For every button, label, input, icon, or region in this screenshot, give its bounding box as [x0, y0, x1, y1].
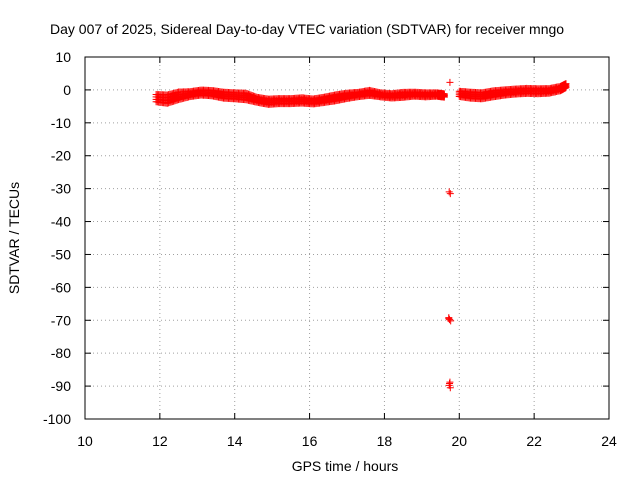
outlier-point — [446, 379, 454, 387]
y-tick-label: -80 — [51, 345, 71, 361]
outlier-point — [445, 315, 453, 323]
y-tick-label: 10 — [55, 49, 71, 65]
x-tick-label: 10 — [77, 433, 93, 449]
x-tick-label: 16 — [302, 433, 318, 449]
y-tick-label: -90 — [51, 378, 71, 394]
x-tick-label: 20 — [451, 433, 467, 449]
x-tick-label: 18 — [377, 433, 393, 449]
x-tick-labels: 10 12 14 16 18 20 22 24 — [77, 433, 617, 449]
outlier-point — [445, 188, 453, 196]
y-tick-label: -40 — [51, 214, 71, 230]
grid-lines — [85, 57, 609, 419]
y-tick-label: -70 — [51, 312, 71, 328]
outlier-point — [446, 78, 454, 86]
y-tick-label: 0 — [63, 82, 71, 98]
data-point — [440, 90, 448, 98]
data-point — [562, 80, 570, 88]
y-tick-label: -100 — [43, 411, 71, 427]
y-axis-label: SDTVAR / TECUs — [6, 182, 22, 294]
y-tick-label: -10 — [51, 115, 71, 131]
y-tick-label: -20 — [51, 148, 71, 164]
outlier-point — [446, 384, 454, 392]
axis-ticks — [84, 56, 610, 420]
x-axis-label: GPS time / hours — [292, 458, 399, 474]
y-tick-label: -30 — [51, 181, 71, 197]
y-tick-label: -60 — [51, 279, 71, 295]
outlier-point — [446, 190, 454, 198]
chart-title: Day 007 of 2025, Sidereal Day-to-day VTE… — [50, 21, 564, 37]
x-tick-label: 22 — [526, 433, 542, 449]
x-tick-label: 12 — [152, 433, 168, 449]
plot-frame — [84, 56, 610, 420]
y-tick-labels: 10 0 -10 -20 -30 -40 -50 -60 -70 -80 -90 -100 — [43, 49, 71, 427]
x-tick-label: 14 — [227, 433, 243, 449]
data-points — [152, 78, 570, 392]
outlier-point — [446, 316, 454, 324]
x-tick-label: 24 — [601, 433, 617, 449]
y-tick-label: -50 — [51, 246, 71, 262]
